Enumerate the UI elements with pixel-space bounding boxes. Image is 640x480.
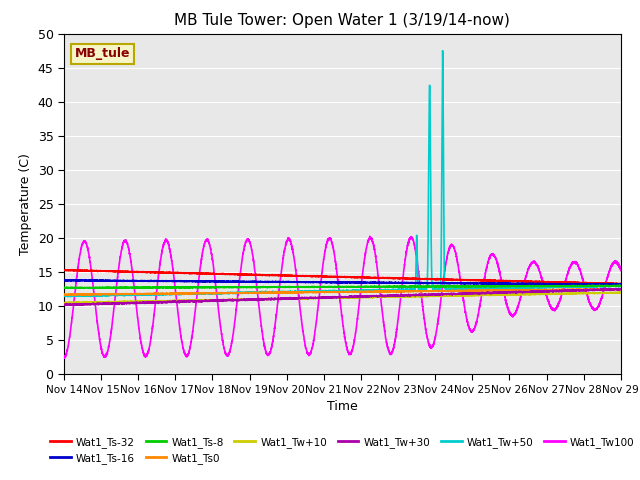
- Line: Wat1_Ts0: Wat1_Ts0: [64, 289, 621, 295]
- Wat1_Ts-32: [467, 277, 475, 283]
- Wat1_Ts-8: [436, 284, 444, 289]
- Wat1_Ts0: [609, 286, 616, 292]
- Wat1_Tw+50: [617, 283, 625, 288]
- Wat1_Tw+10: [617, 290, 625, 296]
- Wat1_Tw+30: [60, 302, 68, 308]
- Wat1_Ts-32: [616, 281, 624, 287]
- Wat1_Ts-8: [617, 283, 625, 289]
- Wat1_Ts-16: [499, 280, 507, 286]
- X-axis label: Time: Time: [327, 400, 358, 413]
- Wat1_Tw+50: [499, 286, 507, 291]
- Wat1_Tw+30: [499, 289, 507, 295]
- Wat1_Tw+30: [614, 286, 622, 291]
- Wat1_Ts-32: [161, 270, 168, 276]
- Wat1_Ts-16: [617, 282, 625, 288]
- Wat1_Tw100: [366, 233, 374, 239]
- Wat1_Ts-16: [436, 280, 444, 286]
- Wat1_Ts0: [617, 287, 625, 292]
- Wat1_Tw+30: [617, 287, 625, 292]
- Wat1_Ts0: [322, 289, 330, 295]
- Line: Wat1_Ts-8: Wat1_Ts-8: [64, 285, 621, 288]
- Wat1_Ts-16: [322, 279, 330, 285]
- Wat1_Ts-32: [322, 274, 330, 279]
- Wat1_Tw+30: [161, 300, 168, 305]
- Wat1_Ts-32: [60, 267, 68, 273]
- Wat1_Ts-32: [617, 281, 625, 287]
- Wat1_Tw+10: [161, 299, 168, 304]
- Wat1_Tw+10: [436, 293, 444, 299]
- Wat1_Tw+50: [60, 293, 68, 299]
- Wat1_Ts0: [499, 288, 507, 293]
- Wat1_Tw100: [616, 266, 624, 272]
- Y-axis label: Temperature (C): Temperature (C): [19, 153, 32, 255]
- Wat1_Ts0: [436, 288, 444, 294]
- Wat1_Ts-32: [499, 278, 507, 284]
- Wat1_Ts-16: [60, 277, 68, 283]
- Wat1_Tw100: [60, 355, 68, 361]
- Wat1_Ts-8: [499, 283, 507, 289]
- Wat1_Ts-16: [613, 282, 621, 288]
- Wat1_Tw100: [436, 300, 444, 306]
- Wat1_Tw+10: [322, 295, 330, 301]
- Wat1_Ts-16: [161, 278, 168, 284]
- Wat1_Ts-8: [161, 285, 168, 290]
- Wat1_Ts0: [467, 288, 475, 294]
- Wat1_Ts-8: [322, 284, 330, 289]
- Wat1_Tw+50: [436, 284, 444, 289]
- Wat1_Tw100: [499, 284, 507, 289]
- Wat1_Tw+10: [60, 300, 68, 306]
- Line: Wat1_Tw+10: Wat1_Tw+10: [64, 292, 621, 303]
- Wat1_Tw+50: [161, 291, 168, 297]
- Wat1_Ts-8: [611, 282, 619, 288]
- Wat1_Ts-16: [66, 277, 74, 283]
- Legend: Wat1_Ts-32, Wat1_Ts-16, Wat1_Ts-8, Wat1_Ts0, Wat1_Tw+10, Wat1_Tw+30, Wat1_Tw+50,: Wat1_Ts-32, Wat1_Ts-16, Wat1_Ts-8, Wat1_…: [46, 432, 639, 468]
- Wat1_Tw+30: [616, 286, 624, 292]
- Wat1_Ts0: [616, 287, 624, 292]
- Line: Wat1_Ts-16: Wat1_Ts-16: [64, 280, 621, 285]
- Wat1_Tw+50: [616, 283, 624, 289]
- Wat1_Tw+10: [499, 292, 507, 298]
- Wat1_Ts-8: [60, 285, 68, 290]
- Line: Wat1_Tw+30: Wat1_Tw+30: [64, 288, 621, 305]
- Wat1_Ts0: [60, 291, 68, 297]
- Wat1_Ts-32: [61, 267, 68, 273]
- Wat1_Tw+10: [616, 289, 624, 295]
- Wat1_Tw+50: [439, 48, 447, 54]
- Wat1_Tw+50: [468, 286, 476, 291]
- Wat1_Tw+30: [436, 292, 444, 298]
- Line: Wat1_Tw100: Wat1_Tw100: [64, 236, 621, 358]
- Wat1_Ts-32: [616, 281, 623, 287]
- Wat1_Tw+30: [322, 295, 330, 300]
- Wat1_Ts-8: [467, 284, 475, 289]
- Wat1_Ts-8: [61, 286, 68, 291]
- Wat1_Ts0: [161, 290, 168, 296]
- Wat1_Tw100: [617, 268, 625, 274]
- Wat1_Tw+50: [322, 288, 330, 294]
- Title: MB Tule Tower: Open Water 1 (3/19/14-now): MB Tule Tower: Open Water 1 (3/19/14-now…: [175, 13, 510, 28]
- Wat1_Tw+10: [467, 293, 475, 299]
- Wat1_Tw100: [160, 241, 168, 247]
- Wat1_Tw+10: [615, 289, 623, 295]
- Wat1_Ts-16: [467, 280, 475, 286]
- Line: Wat1_Ts-32: Wat1_Ts-32: [64, 270, 621, 284]
- Wat1_Ts-16: [616, 282, 624, 288]
- Wat1_Ts-32: [436, 276, 444, 282]
- Wat1_Tw100: [322, 245, 330, 251]
- Text: MB_tule: MB_tule: [75, 48, 131, 60]
- Wat1_Tw+10: [63, 300, 70, 306]
- Wat1_Tw+30: [467, 291, 475, 297]
- Wat1_Tw+30: [61, 302, 69, 308]
- Wat1_Tw100: [467, 329, 475, 335]
- Line: Wat1_Tw+50: Wat1_Tw+50: [64, 51, 621, 297]
- Wat1_Ts-8: [616, 283, 624, 289]
- Wat1_Ts0: [65, 292, 72, 298]
- Wat1_Tw+50: [64, 294, 72, 300]
